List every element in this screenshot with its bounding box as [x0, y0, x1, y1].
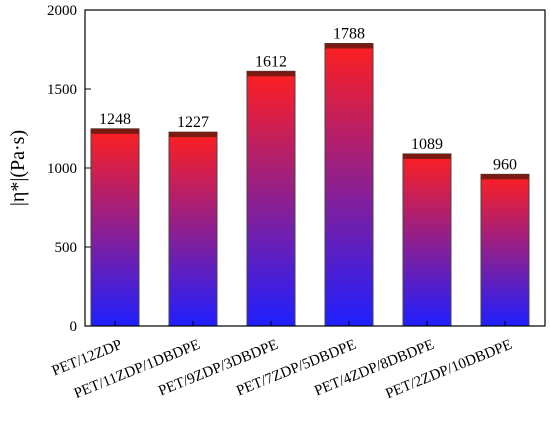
value-label: 1227: [177, 114, 209, 131]
bar-cap: [325, 43, 373, 49]
value-label: 1248: [99, 111, 131, 128]
bar-cap: [169, 132, 217, 138]
bar: [402, 153, 452, 327]
value-label: 1612: [255, 53, 287, 70]
bar: [90, 128, 140, 327]
y-tick-label: 500: [55, 240, 78, 256]
y-axis-label: |η*|(Pa·s): [7, 130, 29, 206]
y-tick-label: 1000: [47, 161, 77, 177]
y-tick-label: 2000: [47, 3, 77, 19]
x-tick-label: PET/11ZDP/1DBDPE: [72, 337, 203, 402]
bar: [246, 70, 296, 327]
bar: [480, 173, 530, 327]
value-label: 1089: [411, 136, 443, 153]
value-label: 1788: [333, 25, 365, 42]
plot-frame: [84, 9, 546, 327]
y-tick-label: 0: [70, 319, 78, 335]
value-label: 960: [493, 156, 517, 173]
bar-cap: [481, 174, 529, 180]
bar: [168, 131, 218, 327]
bar: [324, 42, 374, 327]
bar-cap: [91, 128, 139, 134]
bar-cap: [247, 71, 295, 77]
x-tick-label: PET/2ZDP/10DBDPE: [383, 337, 514, 402]
y-tick-label: 1500: [47, 82, 77, 98]
bar-cap: [403, 153, 451, 159]
